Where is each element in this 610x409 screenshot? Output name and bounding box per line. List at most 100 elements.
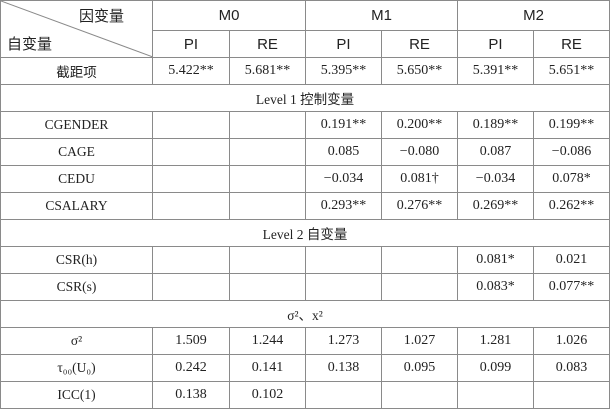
cell: 5.650** (381, 57, 458, 85)
cell (152, 246, 230, 274)
cell: 0.191** (305, 111, 382, 139)
cell: 5.651** (533, 57, 610, 85)
cell (305, 246, 382, 274)
cell: 0.081† (381, 165, 458, 193)
cell: 0.078* (533, 165, 610, 193)
cell: 0.200** (381, 111, 458, 139)
cell: −0.034 (457, 165, 534, 193)
cell: 0.083* (457, 273, 534, 301)
subheader: PI (457, 30, 534, 58)
dependent-header: 因变量 (78, 7, 124, 25)
cell (381, 273, 458, 301)
cell: 0.199** (533, 111, 610, 139)
section-label: Level 2 自变量 (0, 219, 610, 247)
data-row: τ₀₀(U₀) 0.242 0.141 0.138 0.095 0.099 0.083 (0, 354, 610, 382)
cell: −0.086 (533, 138, 610, 166)
data-row: 截距项 5.422** 5.681** 5.395** 5.650** 5.391** 5.… (0, 57, 610, 85)
cell: 1.026 (533, 327, 610, 355)
subheader: RE (533, 30, 610, 58)
data-row: CEDU −0.034 0.081† −0.034 0.078* (0, 165, 610, 193)
data-row: ICC(1) 0.138 0.102 (0, 381, 610, 409)
cell: 0.083 (533, 354, 610, 382)
row-label: σ² (0, 327, 153, 355)
cell: 0.099 (457, 354, 534, 382)
cell: 0.293** (305, 192, 382, 220)
cell: 0.081* (457, 246, 534, 274)
row-label: CAGE (0, 138, 153, 166)
cell: 0.138 (152, 381, 230, 409)
subheader: PI (152, 30, 230, 58)
cell: 0.262** (533, 192, 610, 220)
cell: 5.391** (457, 57, 534, 85)
row-label: ICC(1) (0, 381, 153, 409)
model-header: M0 (152, 0, 306, 31)
cell (152, 192, 230, 220)
cell (152, 111, 230, 139)
section-label: σ²、x² (0, 300, 610, 328)
cell (533, 381, 610, 409)
cell (229, 273, 306, 301)
cell: 5.395** (305, 57, 382, 85)
cell (229, 165, 306, 193)
cell: 0.141 (229, 354, 306, 382)
subheader: RE (381, 30, 458, 58)
cell (305, 273, 382, 301)
cell (381, 246, 458, 274)
row-label: CSR(h) (0, 246, 153, 274)
cell: 0.276** (381, 192, 458, 220)
cell (229, 111, 306, 139)
data-row: CGENDER 0.191** 0.200** 0.189** 0.199** (0, 111, 610, 139)
cell (152, 273, 230, 301)
cell: 1.281 (457, 327, 534, 355)
row-label: CGENDER (0, 111, 153, 139)
cell: 0.087 (457, 138, 534, 166)
cell: 1.273 (305, 327, 382, 355)
row-label: CSR(s) (0, 273, 153, 301)
cell (305, 381, 382, 409)
data-row: CSR(h) 0.081* 0.021 (0, 246, 610, 274)
row-label: τ₀₀(U₀) (0, 354, 153, 382)
cell: 0.138 (305, 354, 382, 382)
cell (152, 138, 230, 166)
diagonal-header: 因变量 自变量 (0, 0, 153, 58)
row-label: 截距项 (0, 57, 153, 85)
subheader: RE (229, 30, 306, 58)
cell: 0.269** (457, 192, 534, 220)
cell (229, 192, 306, 220)
cell: 5.422** (152, 57, 230, 85)
cell: 0.242 (152, 354, 230, 382)
cell: 0.021 (533, 246, 610, 274)
cell: 1.509 (152, 327, 230, 355)
cell (457, 381, 534, 409)
section-row: Level 2 自变量 (0, 219, 610, 247)
cell (229, 246, 306, 274)
cell: 0.189** (457, 111, 534, 139)
section-row: Level 1 控制变量 (0, 84, 610, 112)
cell: −0.034 (305, 165, 382, 193)
cell (229, 138, 306, 166)
section-label: Level 1 控制变量 (0, 84, 610, 112)
section-row: σ²、x² (0, 300, 610, 328)
data-row: CSR(s) 0.083* 0.077** (0, 273, 610, 301)
cell (381, 381, 458, 409)
subheader: PI (305, 30, 382, 58)
cell: 0.102 (229, 381, 306, 409)
diagonal-line (1, 1, 153, 57)
cell: 5.681** (229, 57, 306, 85)
data-row: CAGE 0.085 −0.080 0.087 −0.086 (0, 138, 610, 166)
cell: 0.085 (305, 138, 382, 166)
row-label: CSALARY (0, 192, 153, 220)
cell: 0.077** (533, 273, 610, 301)
cell: −0.080 (381, 138, 458, 166)
model-header: M2 (457, 0, 610, 31)
cell (152, 165, 230, 193)
independent-header: 自变量 (7, 35, 53, 53)
data-row: CSALARY 0.293** 0.276** 0.269** 0.262** (0, 192, 610, 220)
cell: 1.244 (229, 327, 306, 355)
header-row: 因变量 自变量 M0 M1 M2 (0, 0, 610, 58)
cell: 0.095 (381, 354, 458, 382)
cell: 1.027 (381, 327, 458, 355)
model-header: M1 (305, 0, 458, 31)
